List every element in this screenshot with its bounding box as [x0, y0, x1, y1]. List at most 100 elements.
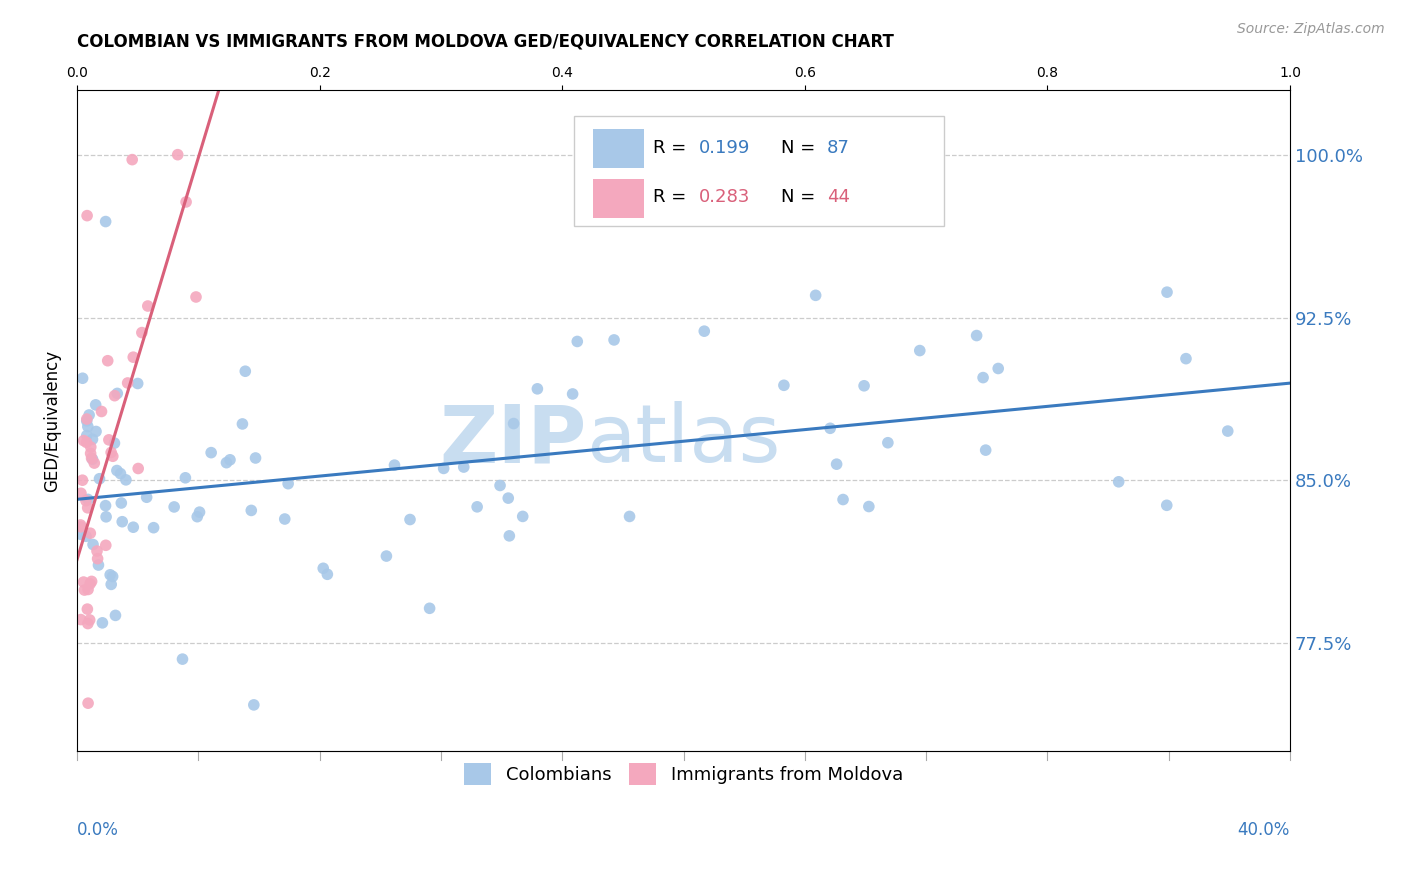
- Point: [76, 412, 98, 426]
- Point: [79, 577, 101, 591]
- Point: [70, 527, 93, 541]
- Point: [79, 446, 101, 460]
- Point: [174, 471, 197, 485]
- Point: [804, 288, 827, 302]
- Point: [316, 567, 339, 582]
- Text: N =: N =: [780, 139, 821, 157]
- Point: [73, 582, 96, 597]
- Point: [399, 512, 422, 526]
- Point: [142, 521, 165, 535]
- Text: R =: R =: [654, 139, 692, 157]
- Point: [526, 382, 548, 396]
- Point: [184, 290, 207, 304]
- Point: [76, 616, 98, 631]
- Point: [110, 467, 132, 481]
- Point: [200, 445, 222, 459]
- Point: [82, 537, 104, 551]
- Point: [245, 450, 267, 465]
- Point: [75, 493, 97, 508]
- Point: [89, 472, 111, 486]
- Point: [94, 509, 117, 524]
- Point: [80, 451, 103, 466]
- Point: [115, 473, 138, 487]
- Point: [825, 457, 848, 471]
- Point: [117, 376, 139, 390]
- Text: Source: ZipAtlas.com: Source: ZipAtlas.com: [1237, 22, 1385, 37]
- Point: [240, 503, 263, 517]
- Point: [512, 509, 534, 524]
- Point: [773, 378, 796, 392]
- Point: [82, 452, 104, 467]
- Point: [105, 463, 128, 477]
- Point: [131, 326, 153, 340]
- Point: [693, 324, 716, 338]
- Point: [966, 328, 988, 343]
- Point: [77, 696, 100, 710]
- Point: [384, 458, 406, 472]
- Point: [233, 364, 256, 378]
- Point: [94, 499, 117, 513]
- Point: [135, 490, 157, 504]
- Point: [832, 492, 855, 507]
- Point: [73, 434, 96, 448]
- Legend: Colombians, Immigrants from Moldova: Colombians, Immigrants from Moldova: [457, 756, 910, 792]
- Point: [98, 567, 121, 582]
- Point: [122, 350, 145, 364]
- Point: [70, 486, 93, 500]
- Point: [84, 398, 107, 412]
- Point: [101, 569, 124, 583]
- Point: [1216, 424, 1239, 438]
- Point: [215, 456, 238, 470]
- Point: [75, 529, 97, 543]
- Point: [136, 299, 159, 313]
- Text: 0.199: 0.199: [699, 139, 751, 157]
- Point: [76, 419, 98, 434]
- Point: [174, 194, 197, 209]
- Text: 0.0%: 0.0%: [77, 821, 120, 838]
- FancyBboxPatch shape: [592, 129, 644, 169]
- Point: [72, 473, 94, 487]
- Point: [80, 440, 103, 454]
- FancyBboxPatch shape: [592, 178, 644, 218]
- Text: 87: 87: [827, 139, 849, 157]
- Point: [94, 214, 117, 228]
- Point: [312, 561, 335, 575]
- Point: [100, 577, 122, 591]
- Point: [79, 613, 101, 627]
- Point: [76, 602, 98, 616]
- Point: [91, 615, 114, 630]
- FancyBboxPatch shape: [575, 117, 945, 226]
- Point: [83, 755, 105, 769]
- Point: [619, 509, 641, 524]
- Point: [987, 361, 1010, 376]
- Point: [453, 460, 475, 475]
- Point: [567, 334, 589, 349]
- Point: [104, 389, 127, 403]
- Point: [86, 551, 108, 566]
- Point: [163, 500, 186, 514]
- Point: [110, 496, 132, 510]
- Point: [274, 512, 297, 526]
- Point: [77, 492, 100, 507]
- Point: [90, 404, 112, 418]
- Point: [94, 538, 117, 552]
- Text: COLOMBIAN VS IMMIGRANTS FROM MOLDOVA GED/EQUIVALENCY CORRELATION CHART: COLOMBIAN VS IMMIGRANTS FROM MOLDOVA GED…: [77, 33, 894, 51]
- Point: [100, 445, 122, 459]
- Point: [77, 408, 100, 422]
- Point: [908, 343, 931, 358]
- Point: [72, 575, 94, 590]
- Point: [105, 386, 128, 401]
- Point: [186, 509, 208, 524]
- Text: N =: N =: [780, 188, 821, 206]
- Point: [972, 370, 994, 384]
- Point: [70, 520, 93, 534]
- Point: [101, 450, 124, 464]
- Point: [166, 147, 188, 161]
- Point: [496, 491, 519, 505]
- Point: [188, 505, 211, 519]
- Point: [419, 601, 441, 615]
- Point: [1175, 351, 1198, 366]
- Point: [127, 461, 149, 475]
- Point: [80, 574, 103, 589]
- Point: [603, 333, 626, 347]
